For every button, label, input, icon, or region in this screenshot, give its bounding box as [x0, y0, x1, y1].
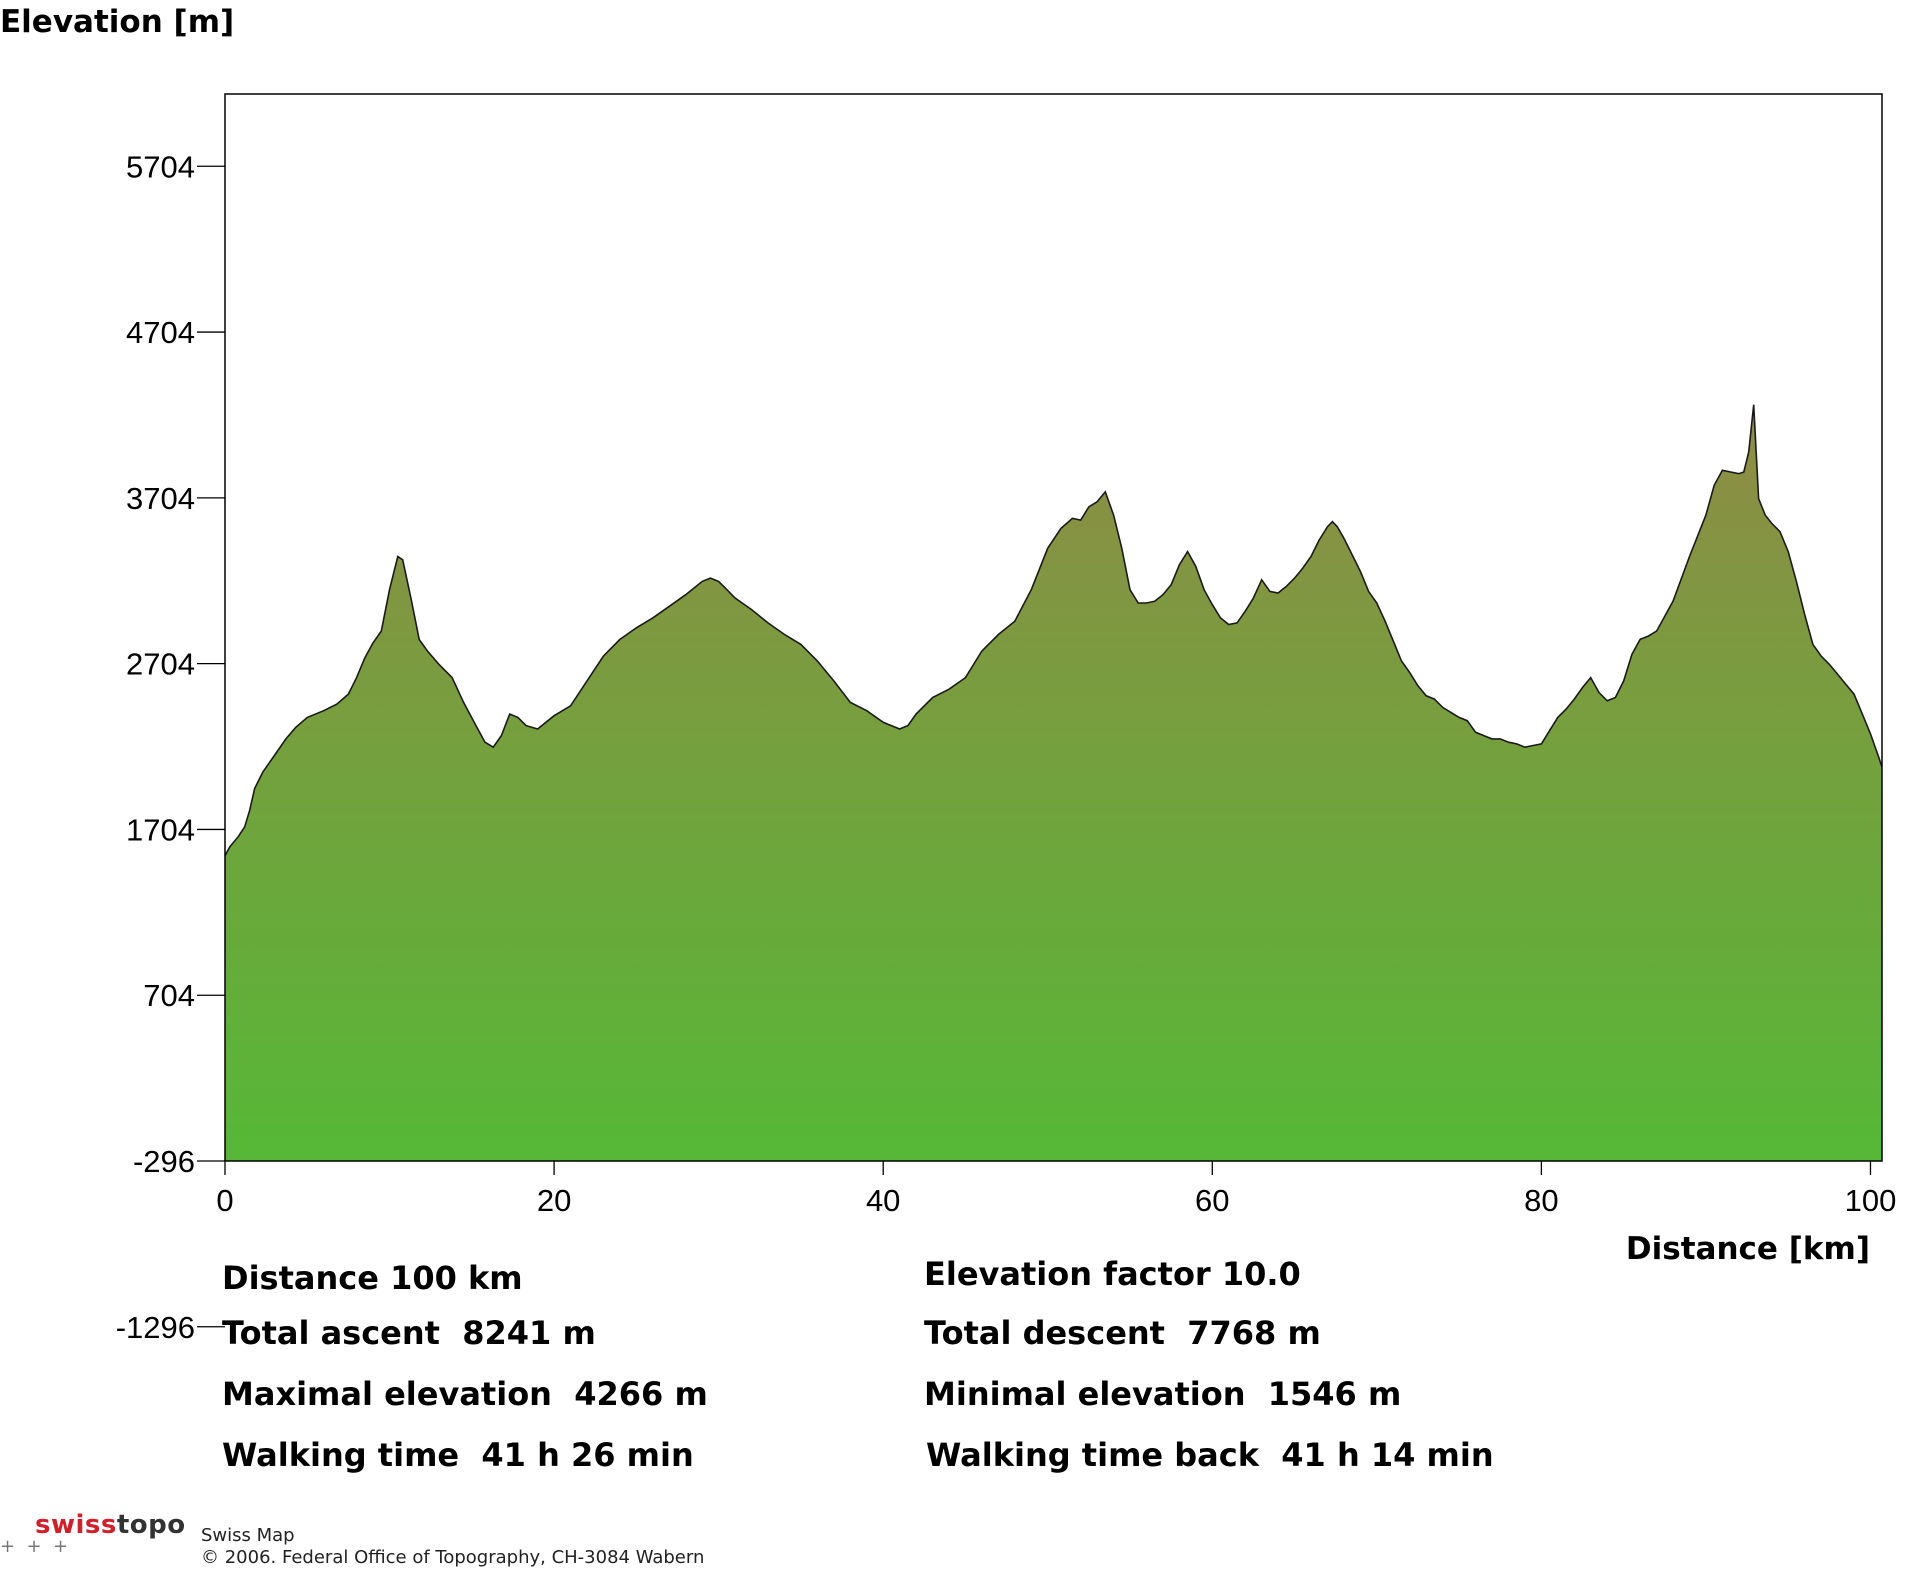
y-tick-label: 2704 — [126, 647, 195, 682]
swisstopo-logo: swisstopo — [35, 1510, 186, 1540]
y-tick-label: 704 — [143, 978, 195, 1013]
y-tick-label: 1704 — [126, 812, 195, 847]
stat-min-elevation: Minimal elevation 1546 m — [924, 1375, 1402, 1413]
stat-max-elevation: Maximal elevation 4266 m — [222, 1375, 708, 1413]
stat-walking-time: Walking time 41 h 26 min — [222, 1436, 694, 1474]
y-tick-label: -296 — [133, 1144, 195, 1179]
stat-total-ascent: Total ascent 8241 m — [222, 1314, 596, 1352]
x-tick-label: 40 — [866, 1183, 900, 1218]
y-tick-label: 5704 — [126, 149, 195, 184]
elevation-line — [224, 404, 1883, 856]
footer-crosses: + + + — [0, 1536, 69, 1557]
x-tick-label: 60 — [1195, 1183, 1229, 1218]
x-tick-label: 0 — [216, 1183, 233, 1218]
elevation-area — [225, 404, 1882, 1161]
stat-elevation-factor: Elevation factor 10.0 — [924, 1255, 1301, 1293]
x-tick-label: 100 — [1845, 1183, 1897, 1218]
stat-distance: Distance 100 km — [222, 1259, 523, 1297]
y-tick-label: 4704 — [126, 315, 195, 350]
y-tick-label: -1296 — [116, 1310, 195, 1345]
stat-total-descent: Total descent 7768 m — [924, 1314, 1321, 1352]
y-tick-label: 3704 — [126, 481, 195, 516]
x-tick-label: 20 — [537, 1183, 571, 1218]
chart-ticks: 5704 4704 3704 2704 1704 704 -296 -1296 0 20 40 60 8… — [116, 149, 1897, 1345]
footer-product: Swiss Map — [201, 1525, 295, 1546]
x-axis-title: Distance [km] — [1626, 1231, 1870, 1267]
y-axis-title: Elevation [m] — [0, 4, 234, 40]
plot-frame — [224, 93, 1883, 1162]
x-tick-label: 80 — [1524, 1183, 1558, 1218]
stat-walking-time-back: Walking time back 41 h 14 min — [926, 1436, 1494, 1474]
footer-copyright: © 2006. Federal Office of Topography, CH… — [201, 1547, 705, 1568]
chart-marks — [224, 404, 1883, 1161]
